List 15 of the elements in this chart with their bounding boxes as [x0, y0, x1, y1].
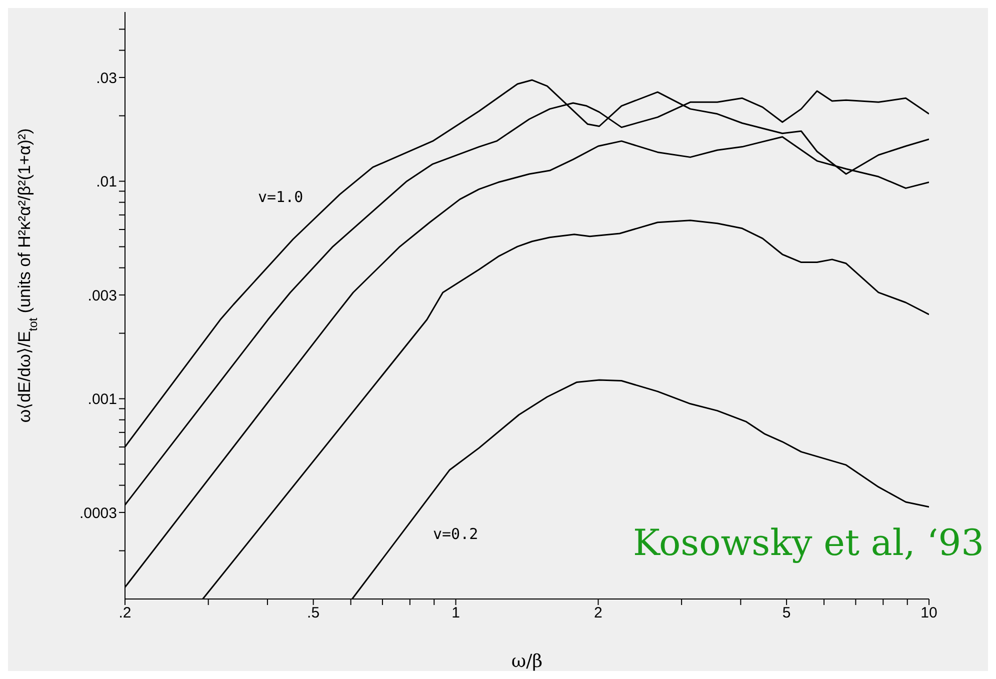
y-tick-label: .03: [96, 70, 117, 87]
x-tick-label: .2: [118, 604, 132, 622]
x-tick-label: .5: [307, 604, 320, 622]
x-tick-label: 1: [452, 604, 460, 622]
annotation: v=0.2: [433, 525, 478, 543]
y-tick-label: .0003: [79, 504, 117, 522]
y-tick-label: .003: [88, 287, 117, 304]
annotation: Kosowsky et al, ‘93: [633, 523, 984, 564]
x-tick-label: 2: [594, 604, 602, 622]
annotation: v=1.0: [258, 188, 304, 206]
x-tick-label: 10: [920, 604, 938, 622]
x-axis-title: ω/β: [511, 651, 543, 672]
x-tick-label: 5: [782, 604, 791, 622]
y-tick-label: .01: [96, 174, 117, 191]
y-tick-label: .001: [88, 391, 117, 408]
